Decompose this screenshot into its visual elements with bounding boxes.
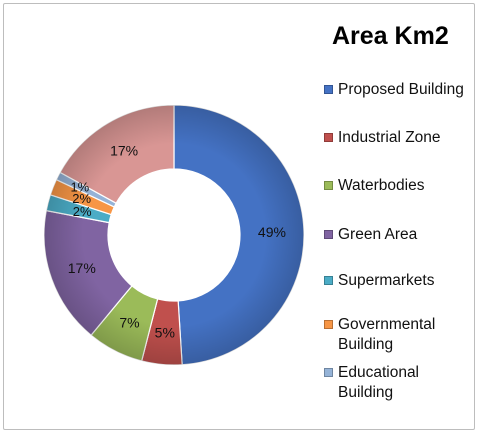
slice-label: 2% (72, 191, 91, 206)
legend-item-green-area: Green Area (324, 225, 474, 271)
chart-title: Area Km2 (332, 22, 449, 50)
legend-swatch (324, 230, 333, 239)
legend-label: Proposed Building (338, 81, 464, 98)
slice-labels: 49%5%7%17%2%2%1%17% (68, 143, 286, 341)
legend-label: Waterbodies (338, 177, 425, 194)
legend-swatch (324, 320, 333, 329)
legend-swatch (324, 276, 333, 285)
legend-item-governmental-building: Governmental Building (324, 315, 474, 363)
legend-swatch (324, 133, 333, 142)
legend-item-waterbodies: Waterbodies (324, 176, 474, 225)
slice-label: 17% (110, 143, 138, 159)
legend-label: Educational Building (338, 364, 420, 401)
legend-swatch (324, 181, 333, 190)
slice-label: 5% (155, 325, 175, 341)
legend-label: Governmental Building (338, 316, 436, 353)
legend-item-industrial-zone: Industrial Zone (324, 128, 474, 176)
legend-swatch (324, 368, 333, 377)
legend-label: Green Area (338, 226, 418, 243)
donut-hole (108, 169, 240, 301)
slice-label: 49% (258, 224, 286, 240)
slice-label: 1% (70, 180, 89, 195)
slice-label: 2% (73, 204, 92, 219)
legend-item-proposed-building: Proposed Building (324, 80, 474, 128)
slice-label: 17% (68, 260, 96, 276)
legend-item-supermarkets: Supermarkets (324, 271, 474, 315)
legend: Proposed Building Industrial Zone Waterb… (324, 80, 474, 411)
legend-label: Supermarkets (338, 272, 435, 289)
legend-swatch (324, 85, 333, 94)
legend-item-educational-building: Educational Building (324, 363, 474, 411)
legend-label: Industrial Zone (338, 129, 441, 146)
slice-label: 7% (119, 314, 139, 330)
